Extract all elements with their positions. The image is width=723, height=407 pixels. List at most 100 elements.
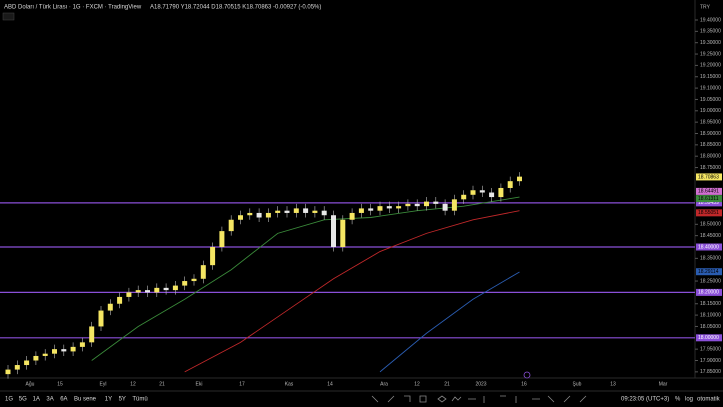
candle-body bbox=[61, 349, 67, 352]
tool-icons[interactable] bbox=[468, 395, 587, 403]
candle-body bbox=[200, 265, 206, 279]
y-tick-label: 18.80000 bbox=[700, 154, 721, 160]
candle-body bbox=[117, 296, 123, 304]
tool-icons[interactable] bbox=[371, 395, 462, 403]
y-tick-label: 17.95000 bbox=[700, 346, 721, 352]
candle-body bbox=[433, 201, 439, 204]
candle-body bbox=[414, 203, 420, 207]
range-button[interactable]: 1Y bbox=[105, 397, 112, 403]
candle-body bbox=[489, 192, 495, 198]
x-tick-label: 15 bbox=[57, 381, 63, 387]
candle-body bbox=[163, 287, 169, 291]
price-tag-label: 18.64491 bbox=[698, 189, 719, 195]
price-tag-label: 18.29114 bbox=[698, 269, 719, 275]
candle-body bbox=[275, 210, 281, 213]
y-tick-label: 18.95000 bbox=[700, 119, 721, 125]
y-tick-label: 18.90000 bbox=[700, 131, 721, 137]
x-tick-label: Şub bbox=[573, 381, 582, 387]
range-button[interactable]: 5G bbox=[19, 397, 27, 403]
y-tick-label: 19.10000 bbox=[700, 85, 721, 91]
price-tag bbox=[696, 187, 722, 195]
candle-body bbox=[479, 190, 485, 193]
y-tick-label: 18.10000 bbox=[700, 312, 721, 318]
y-tick-label: 19.15000 bbox=[700, 74, 721, 80]
x-tick-label: 21 bbox=[444, 381, 450, 387]
y-tick-label: 19.35000 bbox=[700, 29, 721, 35]
y-tick-label: 17.90000 bbox=[700, 358, 721, 364]
level-tag-label: 18.00000 bbox=[698, 335, 719, 341]
y-tick-label: 18.85000 bbox=[700, 142, 721, 148]
candle-body bbox=[517, 176, 522, 182]
candle-body bbox=[498, 187, 504, 198]
candle-body bbox=[33, 355, 39, 361]
candle-body bbox=[321, 210, 327, 216]
candle-body bbox=[405, 203, 411, 207]
moving-average bbox=[184, 210, 520, 373]
drawing-toolbar bbox=[371, 395, 587, 403]
candle-body bbox=[331, 215, 336, 247]
candle-body bbox=[79, 342, 85, 347]
x-tick-label: Eyl bbox=[100, 381, 107, 387]
candle-body bbox=[52, 349, 57, 354]
candle-body bbox=[303, 208, 309, 213]
candle-body bbox=[42, 353, 48, 356]
collapse-button[interactable] bbox=[2, 12, 15, 21]
candle-body bbox=[14, 365, 20, 370]
price-tag bbox=[696, 173, 722, 181]
y-tick-label: 19.05000 bbox=[700, 97, 721, 103]
candle-body bbox=[265, 212, 271, 218]
x-tick-label: 17 bbox=[239, 381, 245, 387]
candle-body bbox=[70, 346, 76, 352]
x-tick-label: 12 bbox=[130, 381, 136, 387]
range-button[interactable]: 6A bbox=[60, 397, 67, 403]
candle-body bbox=[293, 208, 299, 213]
moving-average bbox=[379, 271, 520, 373]
y-tick-label: 19.30000 bbox=[700, 40, 721, 46]
x-tick-label: 13 bbox=[610, 381, 616, 387]
y-tick-label: 18.35000 bbox=[700, 256, 721, 262]
level-tag-label: 18.20000 bbox=[698, 290, 719, 296]
y-tick-label: 18.50000 bbox=[700, 222, 721, 228]
candle-body bbox=[191, 278, 197, 282]
candle-body bbox=[386, 206, 392, 209]
price-tag-label: 18.70863 bbox=[698, 174, 719, 180]
auto-toggle[interactable]: otomatik bbox=[697, 397, 721, 403]
range-button[interactable]: 1A bbox=[33, 397, 40, 403]
range-button[interactable]: 5Y bbox=[119, 397, 126, 403]
range-button[interactable]: 1G bbox=[5, 397, 13, 403]
candle-body bbox=[219, 231, 225, 247]
level-tag bbox=[696, 243, 722, 251]
candle-body bbox=[126, 292, 132, 297]
candle-body bbox=[424, 201, 429, 207]
candle-body bbox=[24, 360, 30, 366]
log-toggle[interactable]: log bbox=[685, 397, 693, 403]
y-tick-label: 19.20000 bbox=[700, 63, 721, 69]
candle-body bbox=[5, 369, 11, 375]
candle-body bbox=[238, 215, 243, 220]
x-tick-label: 2023 bbox=[475, 381, 486, 387]
x-tick-label: Ara bbox=[380, 381, 388, 387]
ohlc-readout: A18.71790 Y18.72044 D18.70515 K18.70863 … bbox=[150, 5, 321, 11]
candle-body bbox=[256, 212, 262, 218]
range-button[interactable]: Tümü bbox=[132, 397, 147, 403]
candle-body bbox=[396, 206, 402, 209]
candle-body bbox=[228, 219, 234, 232]
x-tick-label: Mar bbox=[659, 381, 668, 387]
level-tag bbox=[696, 334, 722, 342]
candle-body bbox=[442, 203, 448, 211]
y-tick-label: 19.40000 bbox=[700, 17, 721, 23]
candle-body bbox=[135, 290, 141, 293]
y-tick-label: 18.25000 bbox=[700, 278, 721, 284]
candle-body bbox=[107, 303, 113, 311]
percent-toggle[interactable]: % bbox=[675, 397, 681, 403]
x-tick-label: Eki bbox=[196, 381, 203, 387]
level-tag bbox=[696, 199, 722, 207]
event-marker[interactable] bbox=[523, 371, 531, 379]
range-button[interactable]: 3A bbox=[46, 397, 53, 403]
price-tag bbox=[696, 268, 722, 276]
candle-body bbox=[182, 281, 188, 286]
candle-body bbox=[358, 208, 364, 213]
currency[interactable]: TRY bbox=[700, 4, 711, 10]
range-button[interactable]: Bu sene bbox=[74, 397, 97, 403]
